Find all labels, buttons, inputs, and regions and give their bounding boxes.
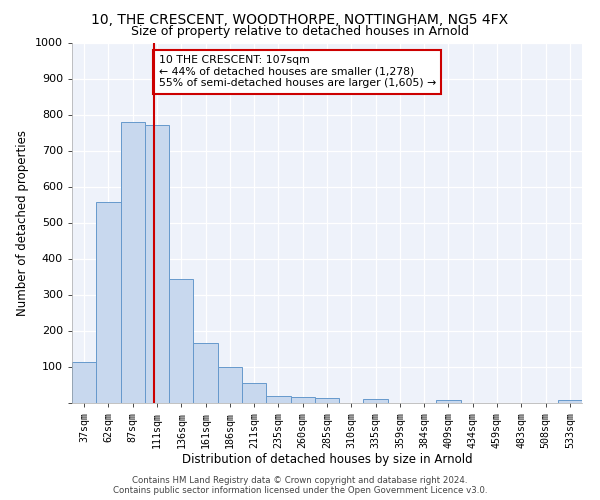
Bar: [121, 122, 145, 402]
Bar: [145, 126, 169, 402]
Bar: [218, 367, 242, 402]
Bar: [242, 382, 266, 402]
Bar: [436, 400, 461, 402]
Bar: [290, 398, 315, 402]
Bar: [193, 343, 218, 402]
Bar: [266, 396, 290, 402]
Bar: [169, 279, 193, 402]
Bar: [364, 398, 388, 402]
Y-axis label: Number of detached properties: Number of detached properties: [16, 130, 29, 316]
Bar: [72, 362, 96, 403]
Text: 10 THE CRESCENT: 107sqm
← 44% of detached houses are smaller (1,278)
55% of semi: 10 THE CRESCENT: 107sqm ← 44% of detache…: [158, 55, 436, 88]
Bar: [315, 398, 339, 402]
Bar: [96, 202, 121, 402]
Text: Size of property relative to detached houses in Arnold: Size of property relative to detached ho…: [131, 25, 469, 38]
X-axis label: Distribution of detached houses by size in Arnold: Distribution of detached houses by size …: [182, 453, 472, 466]
Text: Contains HM Land Registry data © Crown copyright and database right 2024.
Contai: Contains HM Land Registry data © Crown c…: [113, 476, 487, 495]
Text: 10, THE CRESCENT, WOODTHORPE, NOTTINGHAM, NG5 4FX: 10, THE CRESCENT, WOODTHORPE, NOTTINGHAM…: [91, 12, 509, 26]
Bar: [558, 400, 582, 402]
